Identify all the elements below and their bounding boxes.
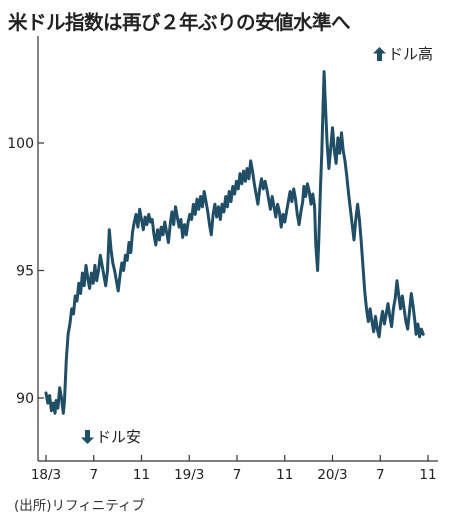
- x-tick-label: 11: [133, 467, 150, 483]
- x-tick-label: 18/3: [31, 467, 61, 483]
- dollar-weak-label: ドル安: [96, 428, 142, 446]
- x-tick-label: 7: [89, 467, 98, 483]
- y-tick-label: 100: [7, 136, 34, 152]
- y-tick-label: 90: [16, 391, 34, 407]
- dollar-weak-annotation: ドル安: [81, 426, 141, 447]
- arrow-up-icon: [372, 46, 386, 61]
- x-tick-label: 20/3: [317, 467, 347, 483]
- x-tick-label: 19/3: [174, 467, 204, 483]
- dollar-strong-label: ドル高: [387, 45, 433, 63]
- series-line: [44, 70, 425, 415]
- arrow-down-icon: [81, 429, 94, 444]
- x-tick-label: 7: [233, 467, 242, 483]
- x-tick-label: 11: [276, 467, 293, 483]
- y-axis: 90 95 100: [7, 36, 44, 461]
- series-layer: [44, 70, 425, 415]
- source-note: (出所)リフィニティブ: [14, 498, 145, 514]
- x-tick-label: 7: [376, 467, 385, 483]
- y-tick-label: 95: [16, 264, 34, 280]
- x-axis: 18/3 7 11 19/3 7 11 20/3 7 11: [31, 455, 438, 483]
- chart-title: 米ドル指数は再び２年ぶりの安値水準へ: [8, 11, 351, 34]
- x-tick-label: 11: [419, 467, 436, 483]
- dollar-strong-annotation: ドル高: [372, 43, 433, 64]
